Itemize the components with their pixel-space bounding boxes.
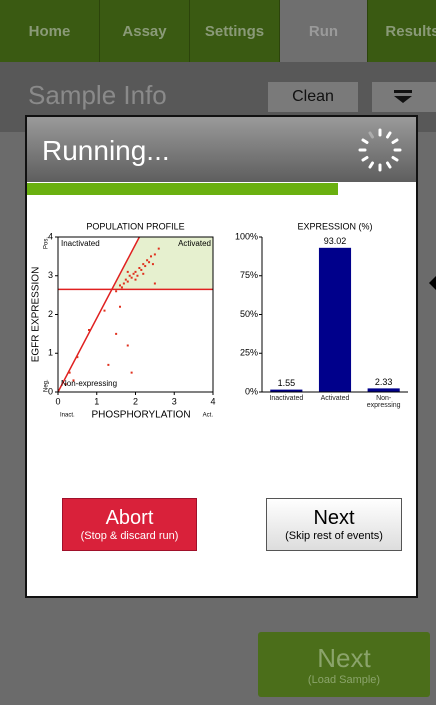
button-label: Abort (105, 507, 154, 529)
point (122, 282, 125, 285)
y-tick-label: 100% (235, 231, 258, 241)
load-next-button[interactable]: Next (Load Sample) (258, 632, 430, 697)
y-tick-label: 0 (48, 386, 53, 396)
y-end-label: Pos. (44, 237, 50, 249)
x-tick-label: 1 (94, 396, 99, 406)
x-tick-label: 0 (55, 396, 60, 406)
y-end-label: Neg. (44, 379, 50, 392)
point (130, 371, 133, 374)
x-tick-label: Activated (320, 395, 350, 402)
point (151, 263, 154, 266)
point (136, 274, 139, 277)
header-title: Sample Info (28, 80, 167, 110)
value-label: 93.02 (324, 236, 347, 246)
y-tick-label: 4 (48, 231, 53, 241)
bar (367, 388, 400, 392)
bar (270, 389, 303, 392)
x-end-label: Inact. (60, 413, 75, 419)
button-sub: (Load Sample) (307, 674, 381, 686)
y-tick-label: 75% (240, 270, 258, 280)
x-tick-label: Inactivated (269, 395, 304, 402)
tab[interactable]: Settings (190, 0, 280, 62)
clean-button[interactable]: Clean (268, 82, 358, 112)
bar (318, 247, 352, 392)
value-label: 1.55 (278, 378, 296, 388)
point (115, 332, 118, 335)
point (72, 379, 75, 382)
point (150, 255, 152, 258)
point (153, 282, 156, 285)
x-tick-label: Non-expressing (366, 395, 401, 409)
point (148, 261, 151, 264)
region-label: Non-expressing (61, 379, 117, 388)
menu-button[interactable] (372, 82, 436, 112)
y-tick-label: 1 (48, 348, 53, 358)
button-label: Next (317, 643, 371, 673)
point (124, 278, 127, 281)
point (134, 278, 137, 281)
point (138, 267, 141, 269)
point (88, 329, 90, 331)
point (128, 274, 131, 277)
tab[interactable]: Assay (100, 0, 190, 62)
value-label: 2.33 (375, 377, 393, 387)
y-axis-label: EGFR EXPRESSION (31, 267, 42, 363)
point (144, 265, 147, 268)
y-tick-label: 3 (48, 270, 53, 280)
menu-icon (394, 90, 412, 103)
point (119, 284, 121, 287)
point (146, 259, 149, 262)
chart-title: POPULATION PROFILE (86, 221, 184, 231)
point (120, 286, 123, 289)
x-axis-label: PHOSPHORYLATION (91, 410, 190, 421)
point (126, 344, 129, 347)
progress-bar (27, 183, 338, 195)
tab[interactable]: Run (280, 0, 368, 62)
point (140, 268, 143, 271)
point (130, 276, 133, 279)
x-tick-label: 2 (133, 396, 138, 406)
chart-title: EXPRESSION (%) (297, 221, 372, 231)
point (107, 363, 110, 366)
point (119, 305, 121, 308)
point (153, 253, 156, 256)
pointer-arrow (429, 276, 436, 290)
point (157, 247, 160, 250)
point (115, 290, 118, 293)
skip-button[interactable]: Next (Skip rest of events) (266, 498, 402, 551)
dialog-title: Running... (42, 135, 170, 166)
point (126, 270, 129, 273)
point (103, 309, 106, 312)
x-tick-label: 4 (210, 396, 215, 406)
button-sub: (Stop & discard run) (80, 530, 179, 542)
y-tick-label: 50% (240, 309, 258, 319)
point (126, 280, 129, 283)
spinner (358, 128, 402, 172)
y-tick-label: 2 (48, 309, 53, 319)
point (64, 383, 67, 386)
y-tick-label: 0% (245, 386, 258, 396)
abort-button[interactable]: Abort (Stop & discard run) (62, 498, 197, 551)
x-tick-label: 3 (172, 396, 177, 406)
tab[interactable]: Results (368, 0, 436, 62)
point (132, 272, 135, 275)
y-tick-label: 25% (240, 348, 258, 358)
button-sub: (Skip rest of events) (285, 530, 383, 542)
point (142, 272, 145, 275)
point (68, 371, 71, 374)
point (76, 356, 79, 359)
point (134, 270, 137, 273)
region-label: Activated (178, 239, 211, 248)
threshold-line (57, 236, 141, 393)
point (142, 263, 145, 266)
button-label: Next (313, 507, 355, 529)
plot-frame (57, 236, 214, 393)
tab[interactable]: Home (0, 0, 100, 62)
region-label: Inactivated (61, 239, 100, 248)
dialog-header (27, 117, 416, 182)
x-end-label: Act. (203, 413, 214, 419)
